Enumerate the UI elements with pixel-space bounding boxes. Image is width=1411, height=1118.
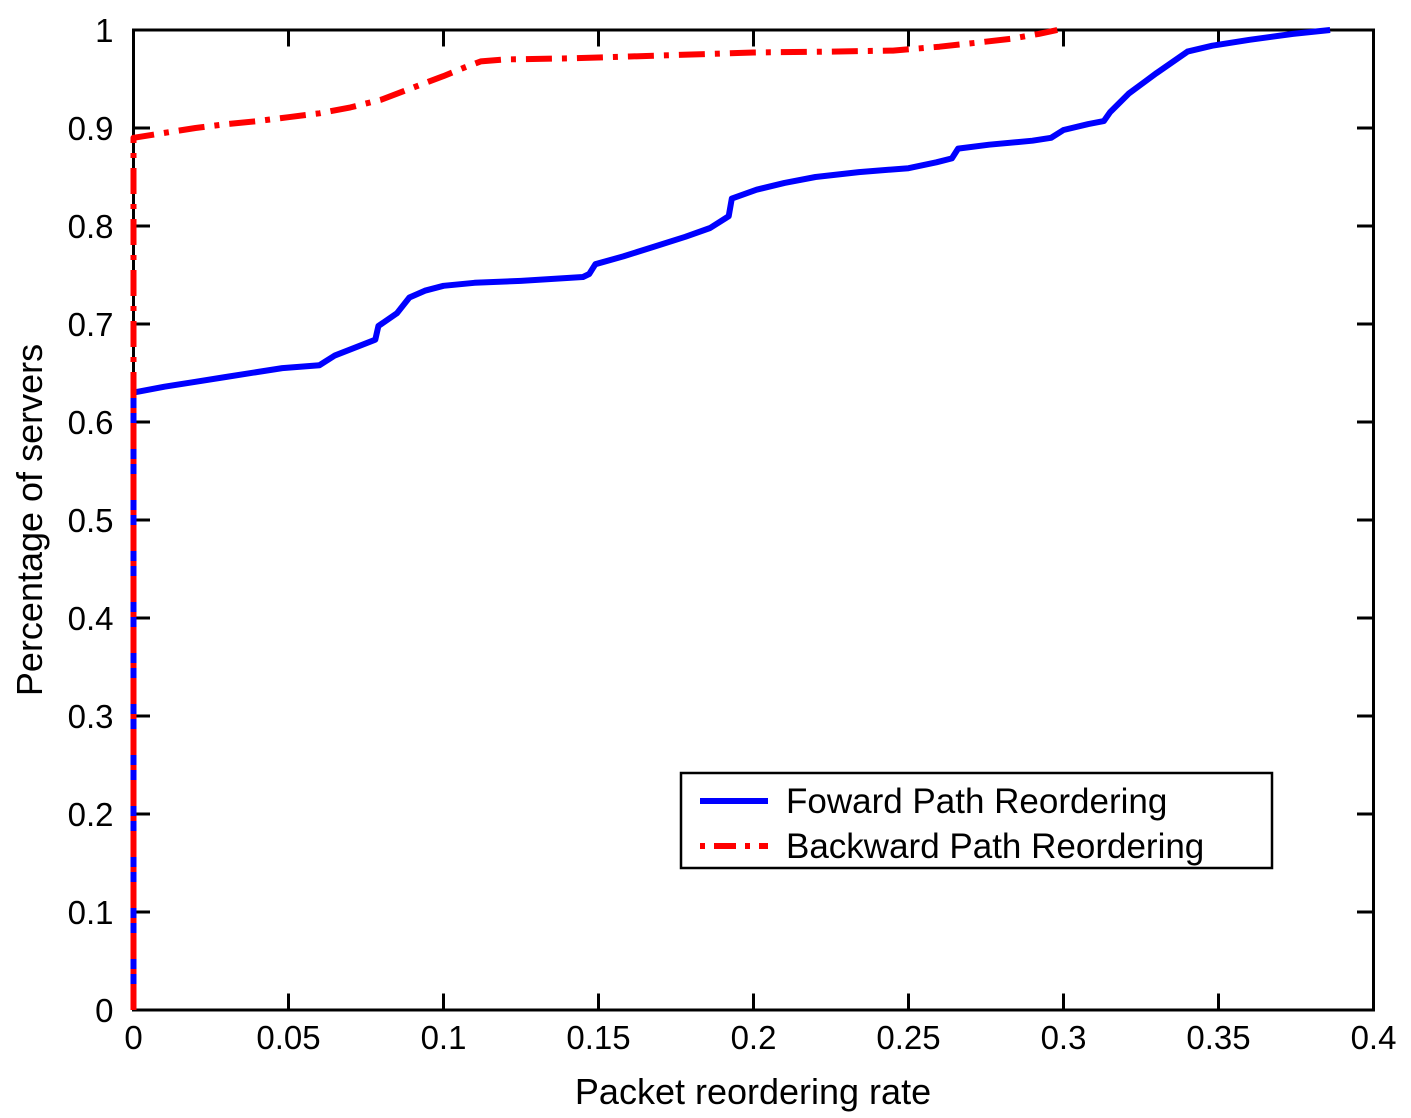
y-tick-label: 1 (95, 12, 113, 49)
y-tick-label: 0.1 (68, 894, 114, 931)
backward-path-reordering-line (130, 27, 1058, 1010)
x-tick-label: 0.4 (1351, 1019, 1397, 1056)
x-tick-label: 0 (124, 1019, 142, 1056)
axes: 0 0.05 0.1 0.15 0.2 0.25 0.3 0.35 0.4 0 0.1 0.2 0.3 0… (68, 12, 1397, 1056)
y-tick-label: 0.3 (68, 698, 114, 735)
y-axis-label: Percentage of servers (9, 344, 50, 696)
x-axis-label: Packet reordering rate (575, 1071, 931, 1112)
x-tick-label: 0.25 (876, 1019, 940, 1056)
x-tick-label: 0.15 (566, 1019, 630, 1056)
y-tick-label: 0.7 (68, 306, 114, 343)
x-tick-label: 0.2 (731, 1019, 777, 1056)
legend-box (679, 771, 1274, 870)
y-tick-label: 0.6 (68, 404, 114, 441)
x-tick-label: 0.35 (1186, 1019, 1250, 1056)
y-tick-label: 0.2 (68, 796, 114, 833)
y-tick-label: 0.8 (68, 208, 114, 245)
x-tick-label: 0.3 (1041, 1019, 1087, 1056)
x-tick-label: 0.05 (256, 1019, 320, 1056)
y-tick-label: 0.5 (68, 502, 114, 539)
y-tick-label: 0 (95, 992, 113, 1029)
x-tick-label: 0.1 (421, 1019, 467, 1056)
y-tick-label: 0.4 (68, 600, 114, 637)
legend-backward-label: Backward Path Reordering (786, 827, 1204, 866)
legend-forward-label: Foward Path Reordering (786, 782, 1167, 821)
forward-path-reordering-line (130, 27, 1331, 1010)
y-tick-label: 0.9 (68, 110, 114, 147)
legend: Foward Path Reordering Backward Path Reo… (679, 771, 1274, 870)
